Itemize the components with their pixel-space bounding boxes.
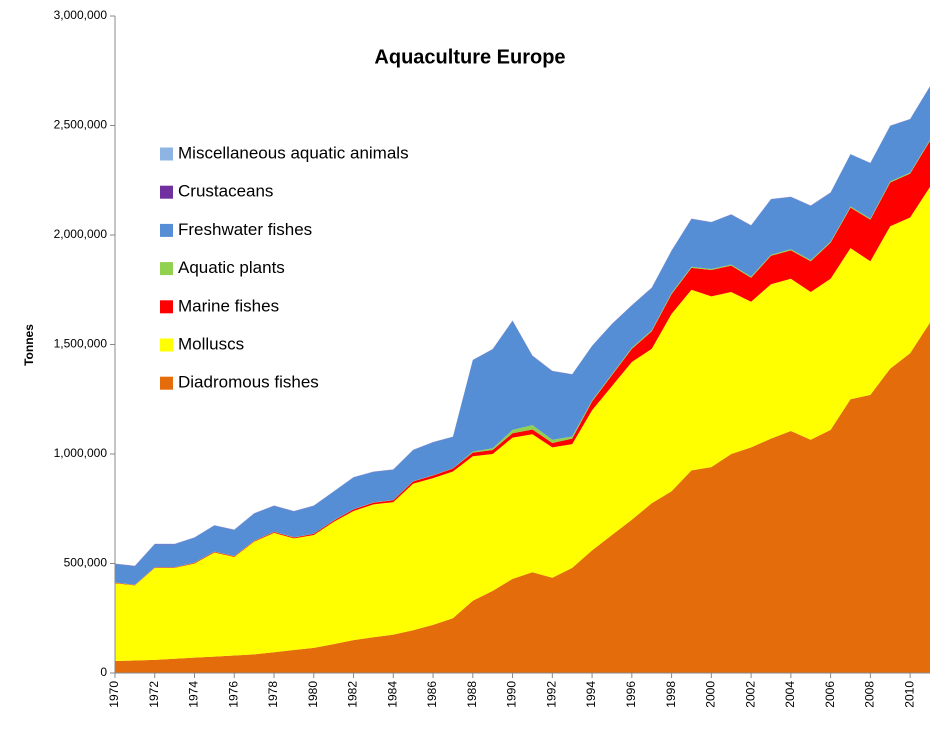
chart-title: Aquaculture Europe	[374, 46, 565, 68]
y-axis-label: Tonnes	[22, 324, 36, 366]
y-tick-label: 1,500,000	[54, 337, 108, 351]
y-tick-label: 2,000,000	[54, 227, 108, 241]
legend-swatch	[160, 185, 173, 199]
x-tick-label: 1996	[624, 681, 638, 708]
x-tick-label: 1980	[306, 681, 320, 708]
legend-label: Diadromous fishes	[178, 373, 319, 392]
y-tick-label: 0	[100, 665, 107, 679]
x-tick-label: 2006	[823, 681, 837, 708]
legend-swatch	[160, 223, 173, 237]
x-tick-label: 1982	[346, 681, 360, 708]
y-tick-label: 500,000	[64, 556, 108, 570]
legend-item: Molluscs	[160, 334, 244, 353]
x-tick-label: 1978	[266, 681, 280, 708]
legend-label: Freshwater fishes	[178, 220, 312, 239]
y-tick-label: 1,000,000	[54, 446, 108, 460]
legend-item: Aquatic plants	[160, 258, 285, 277]
x-tick-label: 2010	[902, 681, 916, 708]
y-tick-label: 3,000,000	[54, 8, 108, 22]
legend-swatch	[160, 338, 173, 352]
x-tick-label: 2000	[704, 681, 718, 708]
legend-label: Miscellaneous aquatic animals	[178, 143, 409, 162]
x-tick-label: 2002	[743, 681, 757, 708]
legend-label: Marine fishes	[178, 296, 279, 315]
x-tick-label: 1992	[544, 681, 558, 708]
area	[115, 186, 930, 661]
area	[115, 322, 930, 673]
legend-label: Crustaceans	[178, 182, 273, 201]
x-tick-label: 2008	[863, 681, 877, 708]
x-tick-label: 1990	[505, 681, 519, 708]
x-tick-label: 1984	[385, 681, 399, 708]
legend-item: Marine fishes	[160, 296, 279, 315]
x-tick-label: 1986	[425, 681, 439, 708]
legend-item: Freshwater fishes	[160, 220, 312, 239]
legend-label: Molluscs	[178, 334, 244, 353]
legend-label: Aquatic plants	[178, 258, 285, 277]
x-tick-label: 1976	[226, 681, 240, 708]
y-tick-label: 2,500,000	[54, 118, 108, 132]
x-tick-label: 2004	[783, 681, 797, 708]
legend-item: Crustaceans	[160, 182, 273, 201]
x-tick-label: 1988	[465, 681, 479, 708]
legend-swatch	[160, 147, 173, 161]
x-tick-label: 1994	[584, 681, 598, 708]
legend-swatch	[160, 262, 173, 276]
x-tick-label: 1998	[664, 681, 678, 708]
legend-swatch	[160, 376, 173, 390]
legend-swatch	[160, 300, 173, 314]
legend-item: Diadromous fishes	[160, 373, 319, 392]
x-tick-label: 1974	[187, 681, 201, 708]
x-tick-label: 1970	[107, 681, 121, 708]
x-tick-label: 1972	[147, 681, 161, 708]
legend-item: Miscellaneous aquatic animals	[160, 143, 409, 162]
